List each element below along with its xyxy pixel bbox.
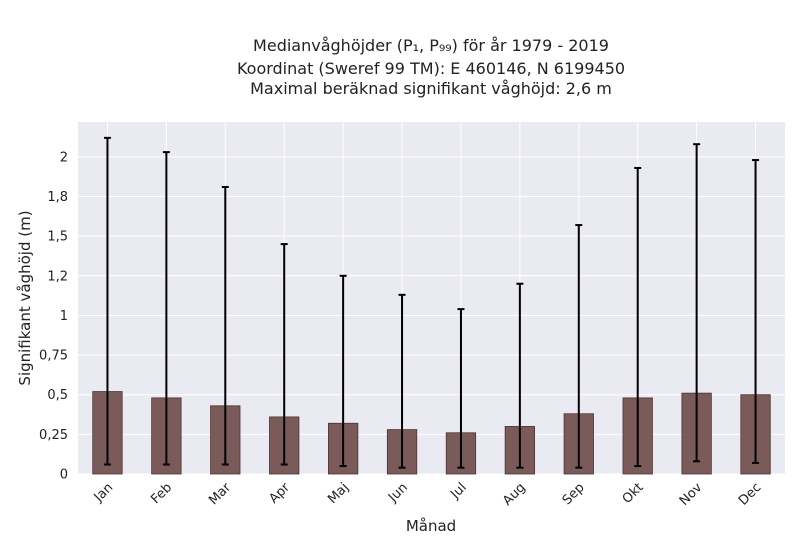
- plot-area: [78, 122, 785, 474]
- y-tick-labels: 0 0,25 0,5 0,75 1 1,2 1,5 1,8 2: [39, 150, 68, 482]
- x-tick-labels: Jan Feb Mar Apr Maj Jun Jul Aug Sep Okt Nov Dec: [91, 480, 765, 509]
- x-axis-label: Månad: [406, 517, 456, 535]
- chart-title-line-1: Medianvåghöjder (P₁, P₉₉) för år 1979 - …: [253, 36, 609, 55]
- error-bar-aug: [516, 282, 524, 469]
- x-tick-label: Maj: [325, 480, 352, 507]
- error-bar-sep: [575, 224, 583, 469]
- error-bars: [103, 136, 760, 469]
- error-bar-okt: [634, 166, 642, 468]
- x-tick-label: Jan: [91, 480, 116, 505]
- x-tick-label: Mar: [206, 480, 234, 508]
- y-tick-label: 1,8: [47, 190, 68, 205]
- chart-title: Medianvåghöjder (P₁, P₉₉) för år 1979 - …: [237, 36, 625, 98]
- x-tick-label: Sep: [560, 480, 588, 508]
- x-tick-label: Feb: [148, 480, 175, 507]
- error-bar-jan: [103, 136, 111, 466]
- y-tick-label: 1,5: [47, 230, 68, 245]
- y-tick-label: 0: [60, 468, 68, 483]
- y-tick-label: 1: [60, 309, 68, 324]
- y-tick-label: 0,25: [39, 428, 68, 443]
- y-tick-label: 1,2: [47, 269, 68, 284]
- x-tick-label: Jun: [385, 480, 411, 506]
- y-axis-label: Signifikant våghöjd (m): [16, 210, 34, 385]
- x-tick-label: Aug: [500, 480, 529, 509]
- error-bar-jun: [398, 293, 406, 469]
- x-tick-label: Apr: [267, 480, 294, 507]
- chart-title-line-3: Maximal beräknad signifikant våghöjd: 2,…: [250, 79, 612, 98]
- x-tick-label: Nov: [677, 480, 706, 509]
- x-tick-label: Okt: [620, 480, 647, 507]
- y-tick-label: 2: [60, 150, 68, 165]
- y-tick-label: 0,75: [39, 349, 68, 364]
- error-bar-apr: [280, 243, 288, 466]
- error-bar-mar: [221, 186, 229, 466]
- error-bar-dec: [752, 159, 760, 464]
- x-tick-label: Jul: [447, 480, 469, 502]
- x-tick-label: Dec: [736, 480, 764, 508]
- error-bar-maj: [339, 274, 347, 468]
- error-bar-feb: [162, 151, 170, 466]
- y-tick-label: 0,5: [47, 388, 68, 403]
- error-bar-jul: [457, 308, 465, 469]
- error-bar-nov: [693, 143, 701, 463]
- chart-title-line-2: Koordinat (Sweref 99 TM): E 460146, N 61…: [237, 59, 625, 78]
